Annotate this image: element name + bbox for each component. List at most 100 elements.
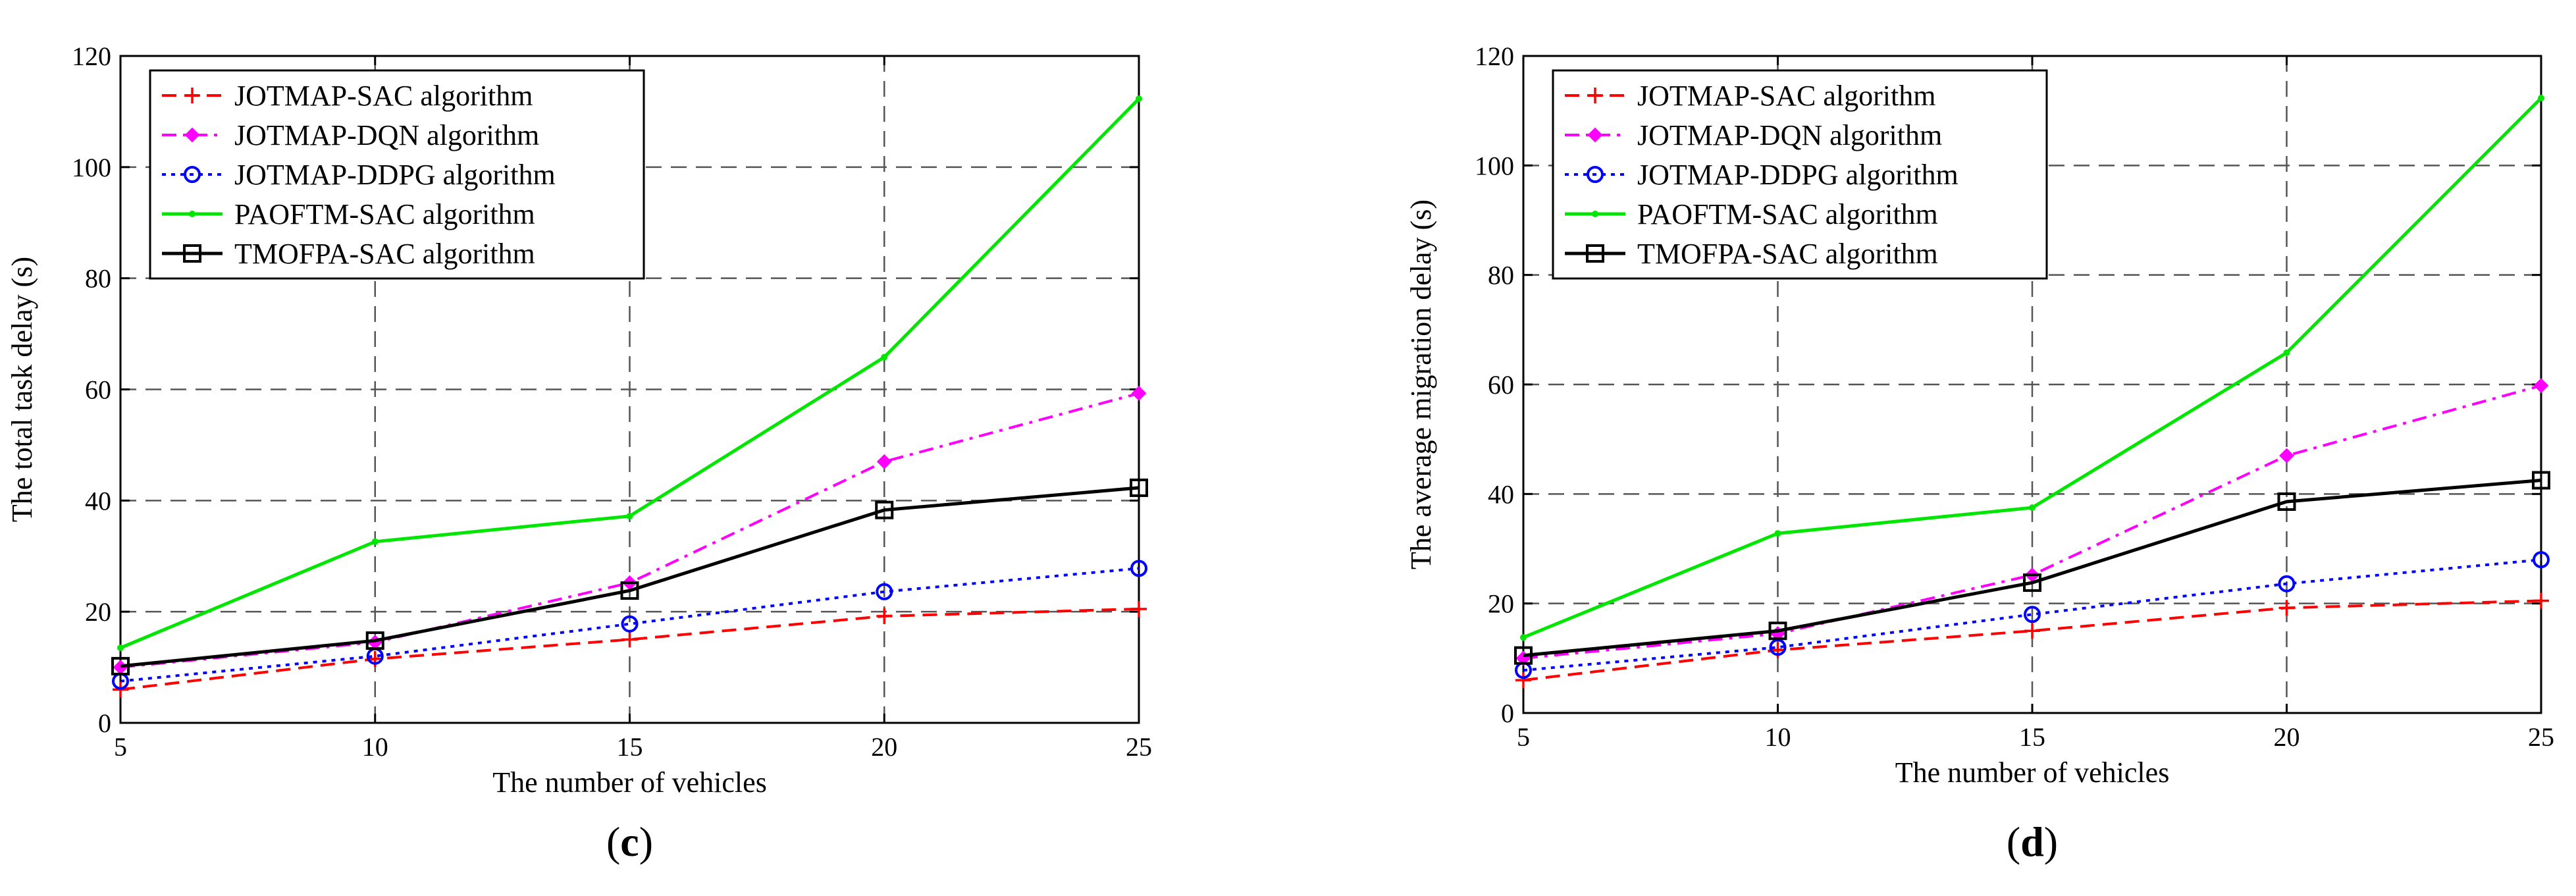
data-point-dot: [881, 354, 888, 361]
data-point-dot: [117, 645, 124, 652]
data-point-diamond: [876, 454, 892, 469]
data-point-square: [2277, 492, 2296, 511]
data-point-circle: [2278, 575, 2296, 593]
data-point-plus: [1515, 672, 1531, 689]
data-point-dot: [1592, 211, 1598, 217]
data-point-circle: [184, 166, 201, 183]
legend-label: TMOFPA-SAC algorithm: [1637, 238, 1938, 270]
data-point-square: [620, 581, 639, 600]
series-line: [120, 607, 1140, 691]
legend-label: JOTMAP-SAC algorithm: [1637, 80, 1935, 112]
x-tick-label: 15: [617, 732, 643, 762]
data-point-dot: [1520, 634, 1527, 641]
legend-label: JOTMAP-SAC algorithm: [234, 80, 533, 112]
data-point-circle: [1130, 560, 1147, 577]
legend-item: PAOFTM-SAC algorithm: [1565, 198, 1938, 230]
x-tick-label: 20: [871, 732, 897, 762]
y-tick-label: 0: [1501, 698, 1514, 728]
data-point-diamond: [184, 127, 200, 143]
legend-item: JOTMAP-DQN algorithm: [162, 119, 539, 151]
data-point-plus: [184, 88, 200, 103]
data-point-diamond: [2279, 448, 2294, 463]
legend: JOTMAP-SAC algorithm JOTMAP-DQN algorithm…: [149, 69, 645, 280]
series-jotmap-sac-algorithm: [1515, 593, 2549, 689]
legend-box: [1552, 69, 2048, 280]
legend-item: TMOFPA-SAC algorithm: [162, 238, 535, 270]
x-tick-label: 15: [2019, 722, 2045, 752]
y-tick-label: 20: [1488, 589, 1514, 619]
legend-label: JOTMAP-DQN algorithm: [1637, 119, 1942, 151]
data-point-square: [1586, 244, 1604, 263]
y-tick-label: 60: [85, 375, 111, 405]
x-axis-label: The number of vehicles: [1895, 756, 2170, 789]
legend-label: JOTMAP-DQN algorithm: [234, 119, 539, 151]
data-point-dot: [1774, 530, 1781, 537]
data-point-plus: [621, 631, 638, 648]
x-axis-label: The number of vehicles: [492, 766, 767, 799]
y-tick-label: 80: [85, 264, 111, 294]
x-tick-label: 10: [362, 732, 388, 762]
data-point-diamond: [2533, 378, 2549, 394]
legend-item: TMOFPA-SAC algorithm: [1565, 238, 1938, 270]
data-point-dot: [189, 211, 196, 217]
x-tick-label: 25: [1126, 732, 1152, 762]
y-tick-label: 120: [72, 41, 111, 71]
data-point-circle: [621, 615, 639, 633]
legend-item: JOTMAP-DDPG algorithm: [1565, 159, 1958, 191]
panel-label: (d): [2007, 818, 2058, 865]
data-point-dot: [371, 538, 379, 545]
legend-item: PAOFTM-SAC algorithm: [162, 198, 535, 230]
y-tick-label: 120: [1475, 41, 1514, 71]
chart-panel-d: 5 10 15 20 25 0 20 40 60 80 100 120 The number of ve…: [1405, 41, 2554, 865]
legend: JOTMAP-SAC algorithm JOTMAP-DQN algorithm…: [1552, 69, 2048, 280]
data-point-square: [365, 631, 384, 650]
y-tick-label: 40: [85, 486, 111, 515]
y-tick-label: 0: [98, 708, 111, 738]
legend-item: JOTMAP-SAC algorithm: [1565, 80, 1935, 112]
data-point-circle: [1587, 166, 1604, 183]
x-tick-label: 5: [1517, 722, 1530, 752]
data-point-square: [183, 244, 201, 263]
series-paoftm-sac-algorithm: [117, 95, 1142, 652]
data-point-diamond: [1587, 127, 1603, 143]
legend-item: JOTMAP-DQN algorithm: [1565, 119, 1942, 151]
y-tick-label: 20: [85, 597, 111, 627]
data-point-dot: [2283, 349, 2290, 356]
x-tick-label: 20: [2274, 722, 2300, 752]
legend-label: JOTMAP-DDPG algorithm: [1637, 159, 1958, 191]
data-point-plus: [2024, 623, 2040, 639]
data-point-square: [111, 656, 130, 675]
legend-label: PAOFTM-SAC algorithm: [234, 198, 535, 230]
y-tick-label: 40: [1488, 479, 1514, 509]
data-point-diamond: [1131, 385, 1147, 401]
panel-label: (c): [606, 818, 653, 865]
data-point-dot: [1136, 95, 1142, 103]
data-point-square: [2532, 471, 2550, 490]
data-point-plus: [1131, 600, 1147, 617]
series-paoftm-sac-algorithm: [1520, 95, 2544, 641]
data-point-plus: [1587, 88, 1603, 103]
y-tick-label: 100: [72, 153, 111, 182]
data-point-square: [1768, 621, 1787, 641]
data-point-plus: [2278, 600, 2295, 616]
series-line: [1523, 599, 2542, 682]
data-point-square: [875, 500, 894, 519]
data-point-circle: [2533, 551, 2550, 569]
x-tick-label: 10: [1765, 722, 1791, 752]
data-point-plus: [876, 608, 893, 624]
data-point-plus: [2533, 593, 2549, 609]
series-tmofpa-sac-algorithm: [111, 478, 1148, 675]
data-point-dot: [2029, 504, 2036, 512]
data-point-square: [2023, 573, 2041, 593]
y-tick-label: 100: [1475, 151, 1514, 180]
data-point-square: [1130, 478, 1148, 497]
series-line: [1523, 479, 2542, 658]
x-tick-label: 25: [2528, 722, 2554, 752]
legend-label: PAOFTM-SAC algorithm: [1637, 198, 1938, 230]
data-point-circle: [2024, 606, 2041, 623]
series-line: [120, 486, 1140, 668]
data-point-dot: [626, 512, 633, 519]
chart-panel-c: 5 10 15 20 25 0 20 40 60 80 100 120 The number of ve…: [6, 41, 1152, 865]
y-axis-label: The average migration delay (s): [1405, 199, 1437, 569]
